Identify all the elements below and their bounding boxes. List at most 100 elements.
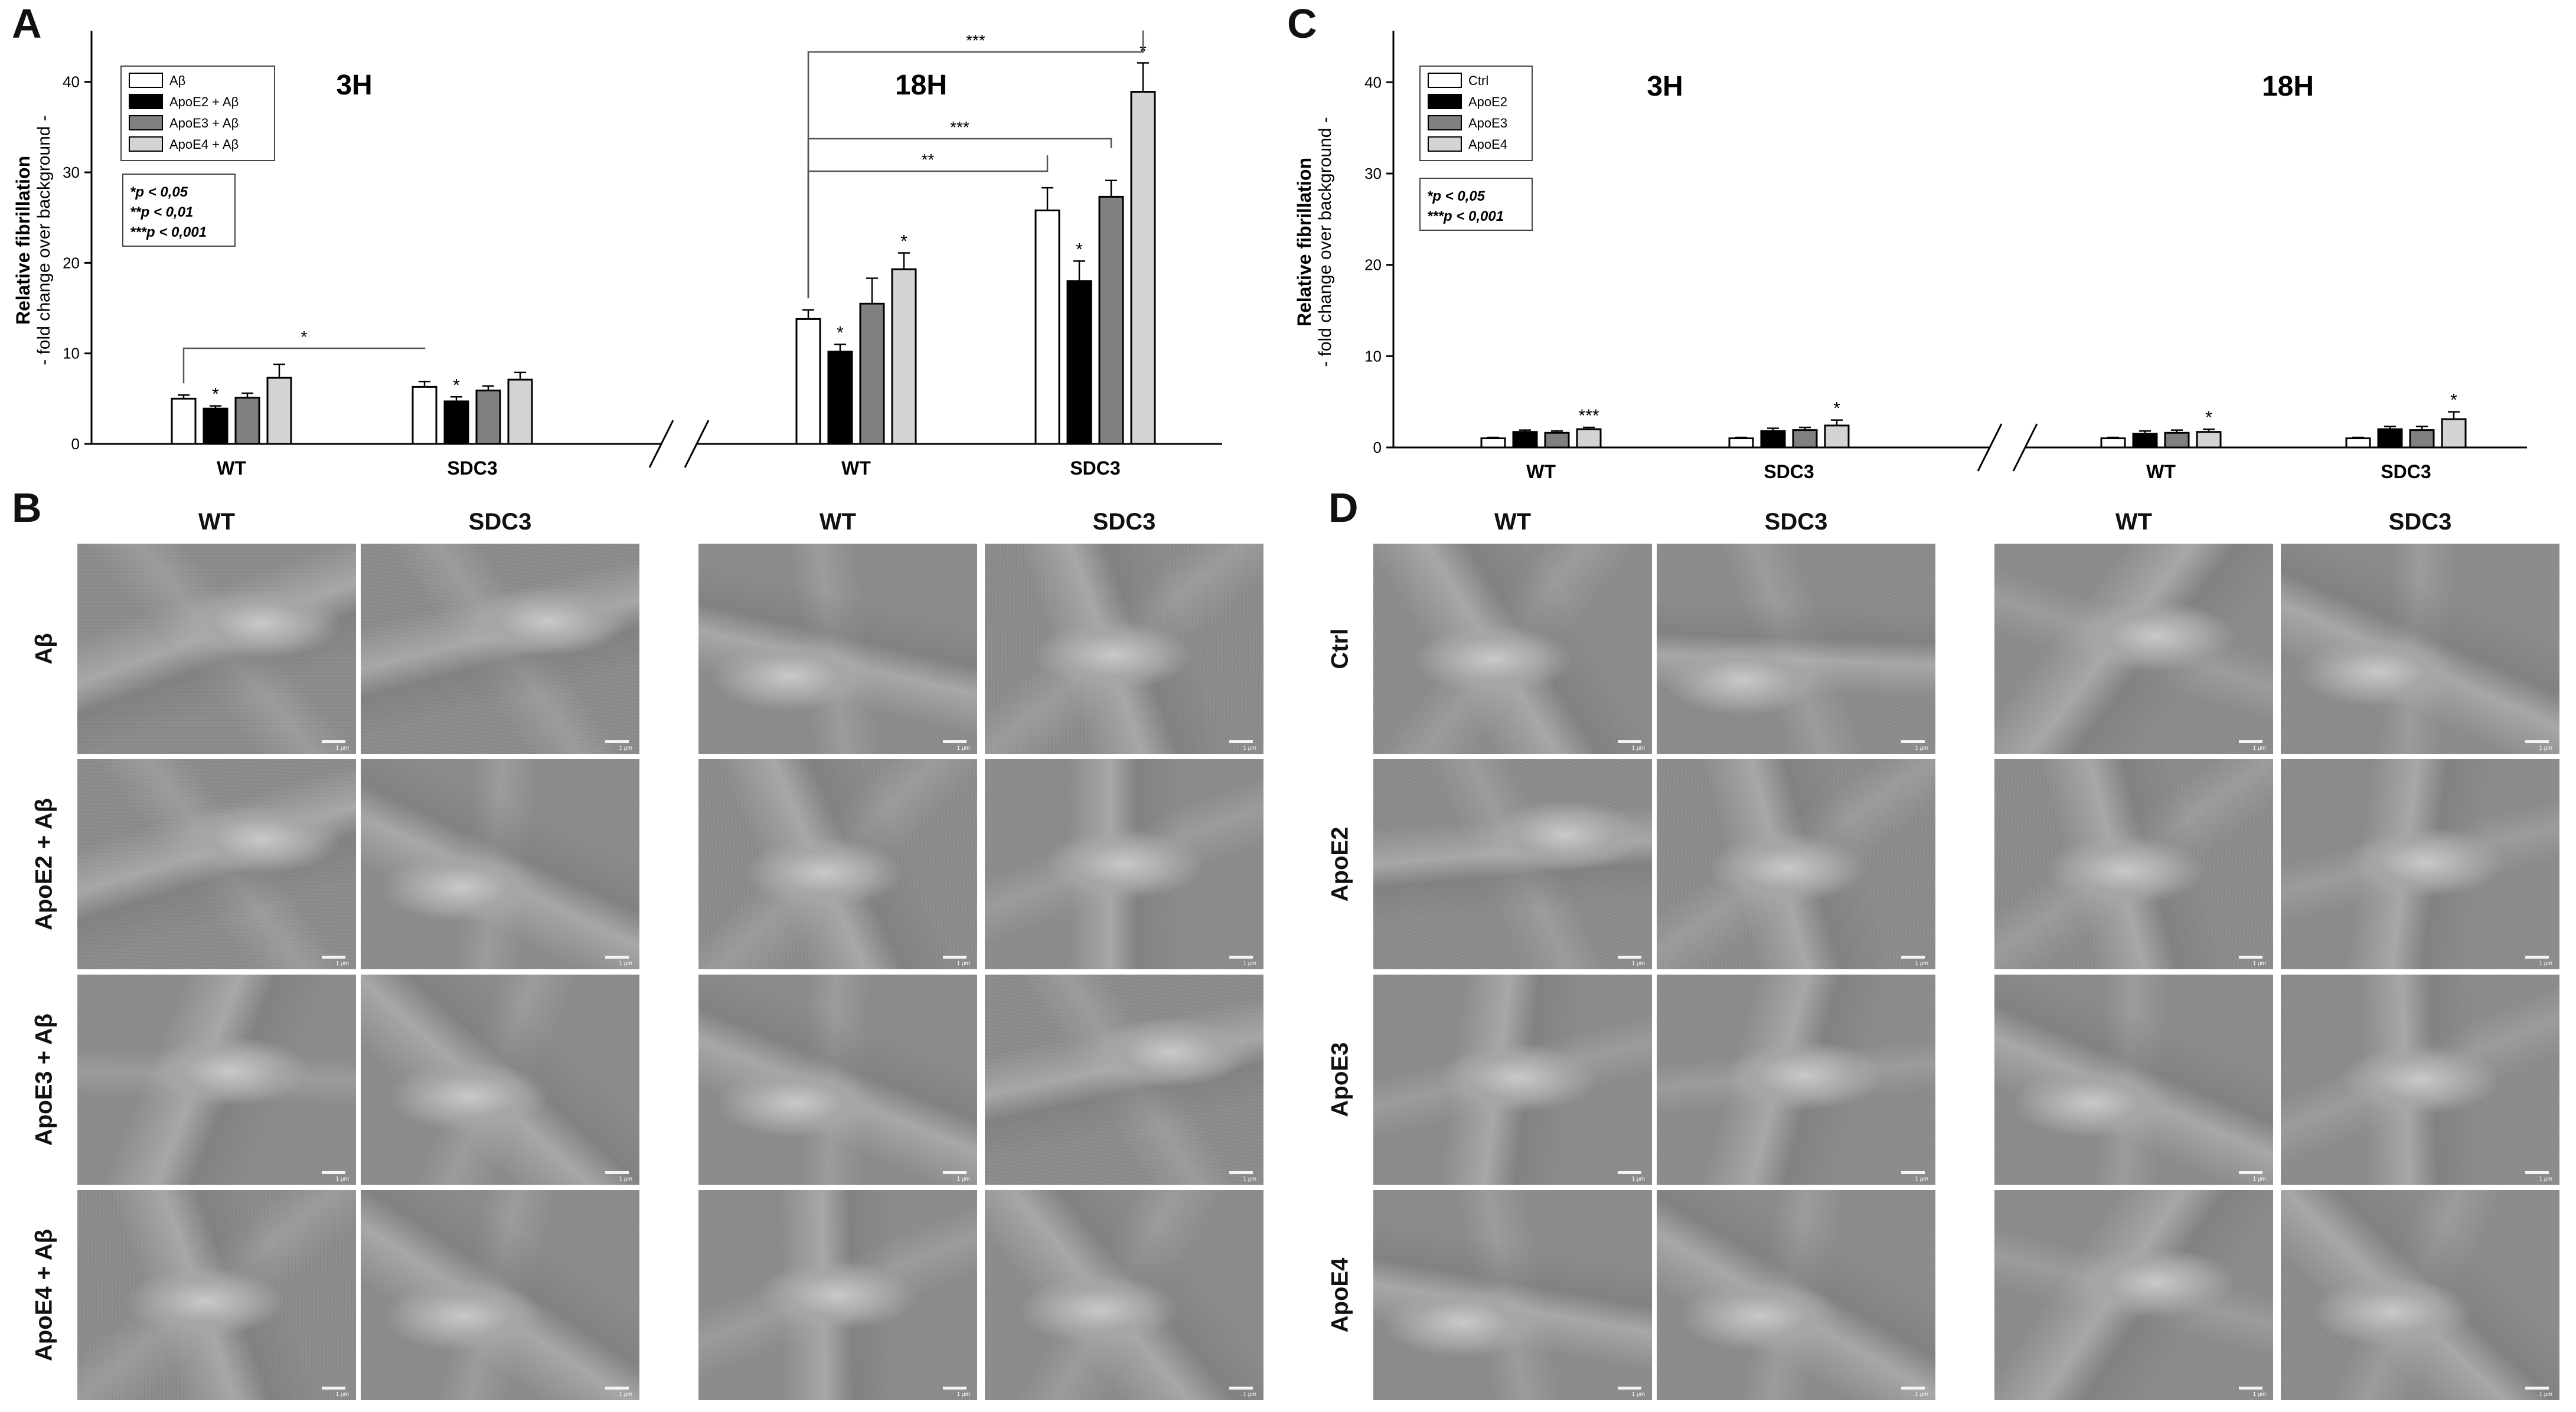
- scale-bar-label: 1 μm: [2539, 1176, 2552, 1182]
- bar-apoe2-a-: [1066, 280, 1092, 445]
- scale-bar: [322, 740, 345, 743]
- sem-micrograph: 1 μm: [2279, 757, 2561, 971]
- sem-micrograph: 1 μm: [1655, 757, 1937, 971]
- x-category-label: SDC3: [1070, 457, 1120, 479]
- scale-bar: [1901, 956, 1925, 959]
- bar-a-: [795, 318, 821, 445]
- bar-apoe3: [1792, 429, 1818, 449]
- scale-bar: [605, 1171, 629, 1174]
- scale-bar-label: 1 μm: [2252, 1176, 2266, 1182]
- axis-break-mark: [1977, 423, 2003, 472]
- scale-bar: [2239, 1387, 2262, 1390]
- scale-bar-label: 1 μm: [2539, 745, 2552, 751]
- bar-ctrl: [1480, 437, 1506, 449]
- scale-bar-label: 1 μm: [1243, 960, 1256, 967]
- axis-break-mark: [648, 420, 674, 468]
- scale-bar-label: 1 μm: [1631, 745, 1645, 751]
- sem-micrograph: 1 μm: [1372, 757, 1654, 971]
- significance-star: *: [900, 231, 907, 251]
- bar-a-: [412, 385, 438, 445]
- x-category-label: WT: [841, 457, 871, 479]
- y-tick-label: 10: [1364, 347, 1382, 365]
- y-tick-label: 40: [63, 73, 80, 91]
- scale-bar-label: 1 μm: [1915, 745, 1928, 751]
- legend-swatch: [129, 136, 163, 152]
- axis-break-mark: [2012, 423, 2038, 472]
- sem-micrograph: 1 μm: [1993, 757, 2275, 971]
- panel-letter-b: B: [12, 485, 42, 531]
- group-title: 18H: [895, 70, 947, 101]
- y-axis-label-2: - fold change over background -: [1315, 117, 1335, 367]
- y-tick-label: 20: [1364, 256, 1382, 274]
- sem-micrograph: 1 μm: [359, 973, 641, 1187]
- stats-legend-entry: *p < 0,05: [1427, 188, 1485, 204]
- significance-star: *: [453, 375, 460, 395]
- x-category-label: SDC3: [447, 457, 497, 479]
- y-tick-label: 40: [1364, 73, 1382, 91]
- legend-label: ApoE3 + Aβ: [169, 116, 239, 130]
- row-label: Aβ: [31, 633, 57, 665]
- stats-legend-entry: ***p < 0,001: [130, 224, 207, 240]
- scale-bar-label: 1 μm: [335, 745, 349, 751]
- comparison-bracket: [807, 138, 1112, 299]
- bar-apoe4-a-: [1130, 91, 1156, 445]
- sem-micrograph: 1 μm: [1655, 542, 1937, 756]
- sem-micrograph: 1 μm: [983, 542, 1265, 756]
- y-axis-label-2: - fold change over background -: [34, 115, 54, 365]
- scale-bar-label: 1 μm: [1915, 960, 1928, 967]
- column-label: SDC3: [1092, 509, 1156, 535]
- x-category-label: SDC3: [2381, 461, 2431, 482]
- significance-star: ***: [1578, 406, 1599, 426]
- scale-bar-label: 1 μm: [619, 745, 632, 751]
- sem-micrograph: 1 μm: [1993, 973, 2275, 1187]
- scale-bar: [1618, 1171, 1641, 1174]
- row-label: ApoE2: [1327, 826, 1353, 902]
- chart-c: 0 10 20 30 40 Relative fibrillation - fold cha…: [1294, 31, 2527, 482]
- panel-letter-d: D: [1328, 485, 1359, 531]
- column-label: WT: [198, 509, 236, 535]
- bar-apoe2-a-: [443, 400, 469, 445]
- sem-micrograph: 1 μm: [2279, 542, 2561, 756]
- sem-micrograph: 1 μm: [359, 1188, 641, 1402]
- scale-bar: [2239, 956, 2262, 959]
- sem-micrograph: 1 μm: [76, 542, 358, 756]
- sem-micrograph: 1 μm: [359, 757, 641, 971]
- significance-star: *: [1833, 399, 1840, 419]
- scale-bar-label: 1 μm: [956, 960, 970, 967]
- y-tick-label: 10: [63, 345, 80, 362]
- bar-apoe3: [2409, 429, 2435, 449]
- comparison-label: **: [922, 151, 935, 169]
- scale-bar: [605, 740, 629, 743]
- bar-apoe3-a-: [859, 302, 885, 445]
- scale-bar: [1901, 1171, 1925, 1174]
- y-tick-label: 0: [1373, 439, 1382, 456]
- legend-swatch: [1428, 136, 1462, 152]
- scale-bar-label: 1 μm: [2539, 960, 2552, 967]
- column-label: SDC3: [1764, 509, 1828, 535]
- significance-star: *: [2450, 391, 2457, 410]
- y-axis-label: Relative fibrillation: [12, 156, 34, 325]
- row-label: ApoE3 + Aβ: [31, 1013, 57, 1146]
- column-label: SDC3: [2388, 509, 2452, 535]
- sem-micrograph: 1 μm: [983, 1188, 1265, 1402]
- legend-swatch: [1428, 94, 1462, 109]
- bar-a-: [171, 397, 197, 445]
- scale-bar: [2525, 740, 2549, 743]
- scale-bar-label: 1 μm: [619, 1391, 632, 1398]
- scale-bar-label: 1 μm: [2252, 745, 2266, 751]
- sem-micrograph: 1 μm: [76, 973, 358, 1187]
- bar-ctrl: [2345, 437, 2371, 449]
- row-label: ApoE3: [1327, 1042, 1353, 1117]
- scale-bar-label: 1 μm: [2252, 960, 2266, 967]
- sem-micrograph: 1 μm: [1655, 973, 1937, 1187]
- scale-bar-label: 1 μm: [1915, 1176, 1928, 1182]
- x-category-label: WT: [217, 457, 246, 479]
- scale-bar: [2525, 1387, 2549, 1390]
- scale-bar: [2525, 1171, 2549, 1174]
- comparison-bracket: [807, 155, 1049, 299]
- bar-apoe2-a-: [827, 351, 853, 445]
- bar-apoe4: [2196, 431, 2222, 449]
- bar-apoe2: [1760, 430, 1786, 449]
- y-tick-label: 0: [71, 435, 80, 453]
- sem-micrograph: 1 μm: [983, 973, 1265, 1187]
